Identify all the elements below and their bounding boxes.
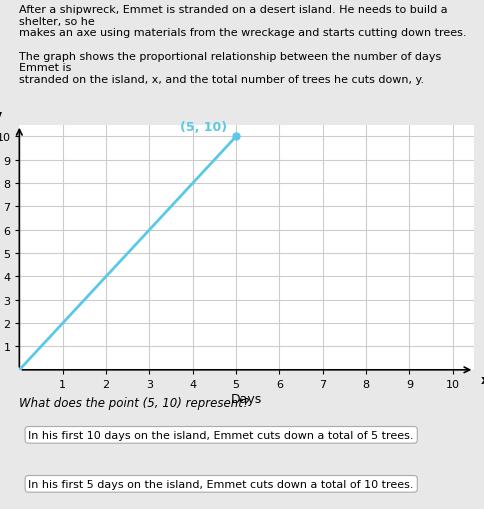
Text: y: y bbox=[0, 109, 2, 122]
Text: What does the point (5, 10) represent?: What does the point (5, 10) represent? bbox=[19, 396, 249, 409]
Text: x: x bbox=[481, 373, 484, 386]
Text: (5, 10): (5, 10) bbox=[180, 121, 227, 134]
Text: After a shipwreck, Emmet is stranded on a desert island. He needs to build a she: After a shipwreck, Emmet is stranded on … bbox=[19, 5, 467, 84]
Text: In his first 10 days on the island, Emmet cuts down a total of 5 trees.: In his first 10 days on the island, Emme… bbox=[29, 430, 414, 440]
Text: In his first 5 days on the island, Emmet cuts down a total of 10 trees.: In his first 5 days on the island, Emmet… bbox=[29, 479, 414, 489]
X-axis label: Days: Days bbox=[231, 392, 262, 405]
